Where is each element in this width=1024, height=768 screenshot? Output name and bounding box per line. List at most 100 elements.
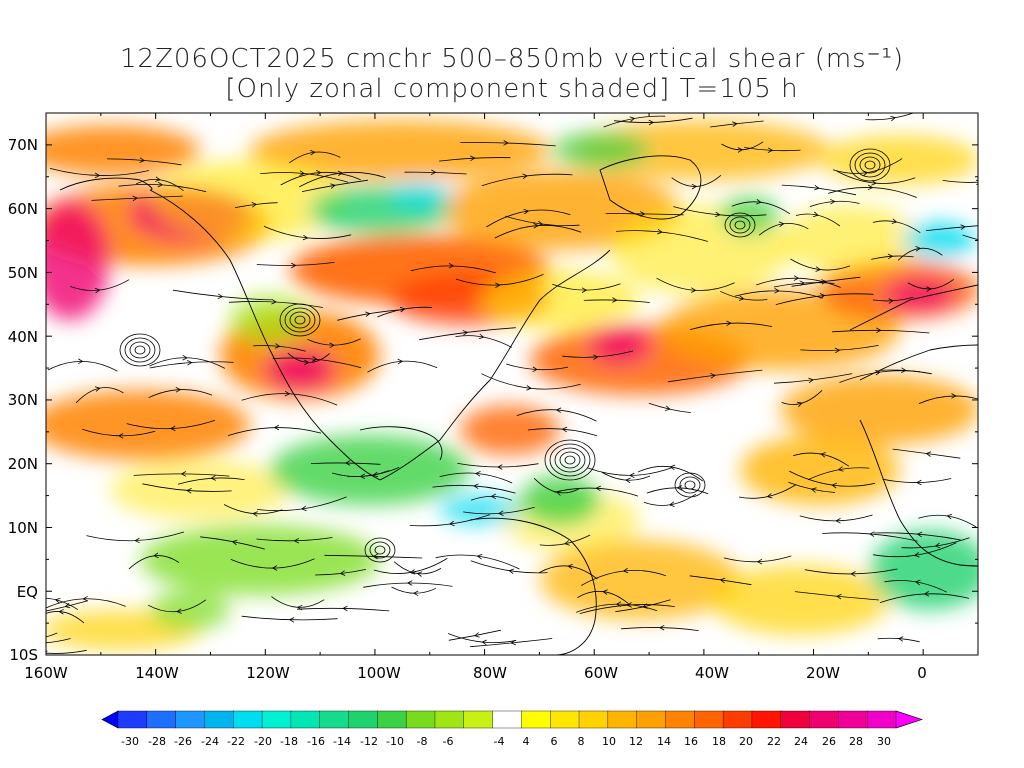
streamline-arrow [915, 246, 922, 252]
streamline-arrow [412, 590, 419, 597]
streamline-arrow [365, 311, 371, 317]
streamline-arrow [153, 552, 159, 559]
colorbar-label: 30 [877, 735, 891, 748]
streamline [942, 180, 978, 183]
shade-region [480, 270, 640, 330]
streamline-arrow [274, 343, 281, 349]
lat-label: 50N [8, 264, 38, 282]
streamlines [34, 113, 978, 655]
lon-label: 120W [246, 664, 290, 682]
streamline-arrow [462, 330, 469, 336]
colorbar-label: -20 [254, 735, 272, 748]
shade-region [230, 295, 310, 345]
streamline-arrow [726, 320, 732, 327]
coastline [849, 284, 978, 331]
streamline-arrow [756, 198, 762, 205]
colorbar-swatch [117, 710, 148, 729]
streamline-arrow [814, 184, 820, 191]
shade-region [46, 125, 200, 175]
streamline-arrow [170, 425, 176, 432]
streamline-arrow [344, 460, 351, 466]
streamline-arrow [271, 298, 277, 305]
colorbar-swatch [780, 710, 811, 729]
streamline-arrow [532, 366, 538, 373]
streamline-arrow [710, 373, 716, 379]
streamline-arrow [448, 520, 455, 527]
shade-region [140, 525, 380, 595]
streamline-arrow [139, 157, 146, 163]
vortex-ring [294, 315, 306, 325]
streamline-arrow [897, 636, 904, 642]
colorbar-swatch [377, 710, 407, 729]
colorbar-label: -10 [386, 735, 404, 748]
colorbar-swatch [348, 710, 378, 729]
colorbar-swatch [607, 710, 638, 729]
shade-region [780, 375, 978, 445]
vortex-ring [864, 160, 876, 170]
vortex-ring [544, 439, 596, 481]
coastline [859, 419, 978, 567]
lon-label: 140W [135, 664, 179, 682]
colorbar-label: 12 [629, 735, 643, 748]
colorbar-label: 24 [794, 735, 808, 748]
colorbar-swatch [434, 710, 465, 729]
colorbar-swatch [146, 710, 177, 729]
lon-label: 0 [917, 664, 927, 682]
streamline-arrow [508, 568, 515, 575]
streamline-arrow [187, 360, 193, 366]
streamline-arrow [914, 579, 921, 586]
colorbar-swatch [866, 710, 897, 729]
colorbar-arrow-high [895, 710, 923, 729]
vortex-ring [119, 333, 161, 367]
streamline-arrow [288, 617, 295, 623]
streamline-arrow [134, 537, 140, 544]
vortex-ring [849, 148, 891, 182]
streamline [46, 632, 58, 638]
streamline-arrow [416, 571, 423, 577]
vortex-ring [129, 341, 151, 359]
colorbar-label: -22 [227, 735, 245, 748]
streamline-arrow [291, 262, 297, 269]
lat-label: 30N [8, 391, 38, 409]
streamline-arrow [82, 595, 88, 602]
colorbar-swatch [521, 710, 551, 729]
streamline-arrow [94, 287, 101, 294]
map-subtitle: [Only zonal component shaded] T=105 h [225, 74, 799, 104]
streamline-arrow [372, 471, 379, 478]
colorbar-swatch [319, 710, 350, 729]
shade-region [540, 540, 740, 620]
streamline-arrow [815, 266, 822, 272]
shade-region [885, 280, 955, 310]
colorbar-swatch [809, 710, 839, 729]
streamline-arrow [175, 387, 182, 393]
streamline-arrow [830, 198, 836, 205]
colorbar-swatch [405, 710, 436, 729]
streamline-arrow [831, 482, 837, 489]
streamline-arrow [715, 211, 721, 218]
streamline [962, 234, 978, 241]
streamline-arrow [690, 287, 697, 293]
streamline-arrow [719, 577, 726, 584]
streamline-arrow [834, 347, 841, 354]
streamline-arrow [640, 211, 646, 217]
vortex-ring [724, 212, 756, 238]
colorbar-swatch [636, 710, 666, 729]
streamline-arrow [869, 531, 875, 537]
vortex-ring [279, 303, 321, 337]
streamline-arrow [767, 147, 774, 153]
streamline-arrow [94, 386, 101, 392]
streamline-arrow [497, 464, 503, 470]
coastline [59, 177, 153, 191]
shade-region [720, 195, 780, 235]
streamline-arrow [34, 637, 39, 642]
lat-label: 40N [8, 328, 38, 346]
lat-label: 10S [9, 646, 38, 664]
coastline [149, 189, 381, 481]
streamline-arrow [737, 147, 744, 153]
streamline-arrow [342, 605, 348, 612]
colorbar-arrow-low [101, 710, 119, 729]
streamline-arrow [284, 390, 291, 397]
streamline-arrow [495, 282, 501, 288]
streamline-arrow [738, 295, 745, 301]
